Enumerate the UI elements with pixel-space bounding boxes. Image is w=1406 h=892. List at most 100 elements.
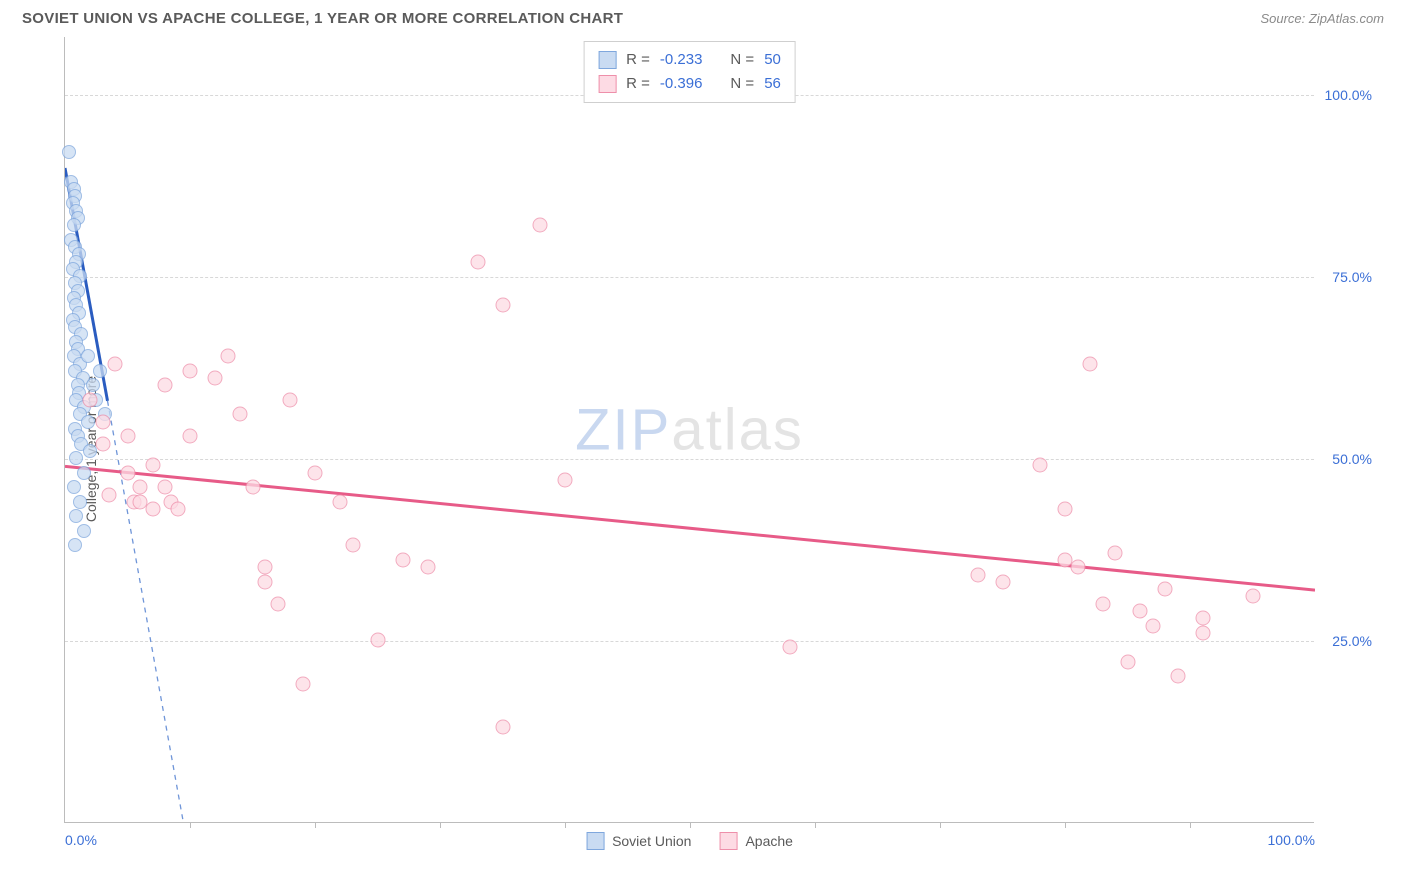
data-point — [395, 553, 410, 568]
gridline-horizontal — [65, 277, 1314, 278]
x-tick-mark — [440, 822, 441, 828]
x-tick-mark — [1190, 822, 1191, 828]
data-point — [220, 349, 235, 364]
data-point — [558, 472, 573, 487]
data-point — [95, 414, 110, 429]
data-point — [233, 407, 248, 422]
legend-r-label: R = — [626, 72, 650, 96]
data-point — [1195, 625, 1210, 640]
data-point — [1108, 545, 1123, 560]
y-tick-label: 25.0% — [1332, 633, 1372, 649]
chart-header: SOVIET UNION VS APACHE COLLEGE, 1 YEAR O… — [0, 0, 1406, 35]
data-point — [308, 465, 323, 480]
data-point — [73, 495, 87, 509]
legend-swatch — [598, 51, 616, 69]
legend-r-value: -0.396 — [660, 72, 703, 96]
data-point — [145, 502, 160, 517]
chart-title: SOVIET UNION VS APACHE COLLEGE, 1 YEAR O… — [22, 10, 623, 27]
data-point — [108, 356, 123, 371]
y-tick-label: 100.0% — [1325, 87, 1372, 103]
data-point — [81, 349, 95, 363]
data-point — [970, 567, 985, 582]
data-point — [86, 378, 100, 392]
legend-n-label: N = — [730, 72, 754, 96]
data-point — [1158, 582, 1173, 597]
x-tick-mark — [815, 822, 816, 828]
data-point — [170, 502, 185, 517]
plot-area: 25.0%50.0%75.0%100.0%0.0%100.0%ZIPatlasR… — [64, 37, 1314, 823]
data-point — [93, 364, 107, 378]
data-point — [77, 524, 91, 538]
x-tick-mark — [190, 822, 191, 828]
gridline-horizontal — [65, 459, 1314, 460]
data-point — [1095, 596, 1110, 611]
data-point — [208, 371, 223, 386]
trend-lines — [65, 37, 1315, 823]
data-point — [1170, 669, 1185, 684]
data-point — [370, 633, 385, 648]
data-point — [1058, 502, 1073, 517]
data-point — [77, 466, 91, 480]
legend-swatch — [719, 832, 737, 850]
correlation-legend-row: R = -0.396 N = 56 — [598, 72, 781, 96]
data-point — [783, 640, 798, 655]
data-point — [1120, 654, 1135, 669]
data-point — [69, 509, 83, 523]
legend-n-value: 56 — [764, 72, 781, 96]
data-point — [283, 392, 298, 407]
y-tick-label: 75.0% — [1332, 269, 1372, 285]
chart-container: College, 1 year or more 25.0%50.0%75.0%1… — [22, 35, 1384, 863]
data-point — [495, 298, 510, 313]
data-point — [62, 145, 76, 159]
data-point — [533, 218, 548, 233]
x-tick-label: 100.0% — [1268, 832, 1315, 848]
series-legend-label: Apache — [745, 833, 792, 849]
data-point — [245, 480, 260, 495]
data-point — [470, 254, 485, 269]
data-point — [120, 429, 135, 444]
data-point — [1133, 603, 1148, 618]
data-point — [101, 487, 116, 502]
x-tick-label: 0.0% — [65, 832, 97, 848]
correlation-legend-row: R = -0.233N = 50 — [598, 48, 781, 72]
data-point — [158, 378, 173, 393]
data-point — [1033, 458, 1048, 473]
data-point — [495, 720, 510, 735]
x-tick-mark — [315, 822, 316, 828]
correlation-legend: R = -0.233N = 50R = -0.396N = 56 — [583, 41, 796, 103]
chart-source: Source: ZipAtlas.com — [1260, 11, 1384, 26]
data-point — [68, 538, 82, 552]
legend-swatch — [598, 75, 616, 93]
data-point — [133, 480, 148, 495]
data-point — [158, 480, 173, 495]
data-point — [270, 596, 285, 611]
data-point — [83, 392, 98, 407]
y-tick-label: 50.0% — [1332, 451, 1372, 467]
data-point — [995, 574, 1010, 589]
watermark: ZIPatlas — [575, 396, 804, 463]
legend-r-label: R = — [626, 48, 650, 72]
data-point — [69, 451, 83, 465]
series-legend-item: Apache — [719, 832, 792, 850]
data-point — [258, 574, 273, 589]
legend-n-label: N = — [730, 48, 754, 72]
data-point — [81, 415, 95, 429]
data-point — [333, 494, 348, 509]
x-tick-mark — [940, 822, 941, 828]
data-point — [67, 480, 81, 494]
data-point — [420, 560, 435, 575]
legend-r-value: -0.233 — [660, 48, 703, 72]
series-legend-item: Soviet Union — [586, 832, 691, 850]
data-point — [145, 458, 160, 473]
data-point — [295, 676, 310, 691]
legend-swatch — [586, 832, 604, 850]
series-legend-label: Soviet Union — [612, 833, 691, 849]
data-point — [1083, 356, 1098, 371]
data-point — [1245, 589, 1260, 604]
data-point — [183, 363, 198, 378]
data-point — [95, 436, 110, 451]
data-point — [1195, 611, 1210, 626]
series-legend: Soviet Union Apache — [586, 832, 793, 850]
gridline-horizontal — [65, 641, 1314, 642]
data-point — [120, 465, 135, 480]
